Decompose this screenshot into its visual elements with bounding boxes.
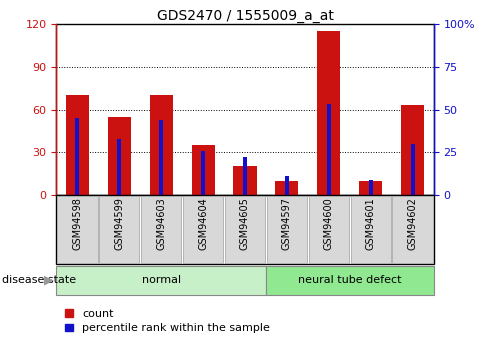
FancyBboxPatch shape [267,196,307,263]
FancyBboxPatch shape [141,196,181,263]
Bar [266,266,434,295]
Bar [401,105,424,195]
Bar [275,181,298,195]
Bar [368,179,373,195]
Text: GSM94599: GSM94599 [114,197,124,250]
Bar [75,118,79,195]
Bar [359,181,382,195]
Text: GSM94601: GSM94601 [366,197,376,250]
Text: GSM94603: GSM94603 [156,197,166,250]
Text: ▶: ▶ [44,274,54,287]
Legend: count, percentile rank within the sample: count, percentile rank within the sample [62,306,273,337]
Text: GSM94605: GSM94605 [240,197,250,250]
Bar [411,144,415,195]
FancyBboxPatch shape [392,196,433,263]
Bar [233,167,257,195]
Text: neural tube defect: neural tube defect [298,275,402,285]
Bar [318,31,341,195]
FancyBboxPatch shape [225,196,265,263]
Bar [117,139,122,195]
Bar [66,95,89,195]
FancyBboxPatch shape [99,196,140,263]
Bar [159,120,163,195]
Bar [149,95,172,195]
Bar [243,157,247,195]
Bar [201,150,205,195]
Text: GSM94604: GSM94604 [198,197,208,250]
FancyBboxPatch shape [309,196,349,263]
Text: disease state: disease state [2,275,76,285]
Bar [56,266,266,295]
Text: GDS2470 / 1555009_a_at: GDS2470 / 1555009_a_at [157,9,333,23]
FancyBboxPatch shape [57,196,98,263]
FancyBboxPatch shape [350,196,391,263]
Bar [285,176,289,195]
FancyBboxPatch shape [183,196,223,263]
Text: GSM94597: GSM94597 [282,197,292,250]
Text: GSM94602: GSM94602 [408,197,417,250]
Text: normal: normal [142,275,181,285]
Bar [327,105,331,195]
Bar [192,145,215,195]
Text: GSM94600: GSM94600 [324,197,334,250]
Bar [108,117,131,195]
Text: GSM94598: GSM94598 [73,197,82,250]
